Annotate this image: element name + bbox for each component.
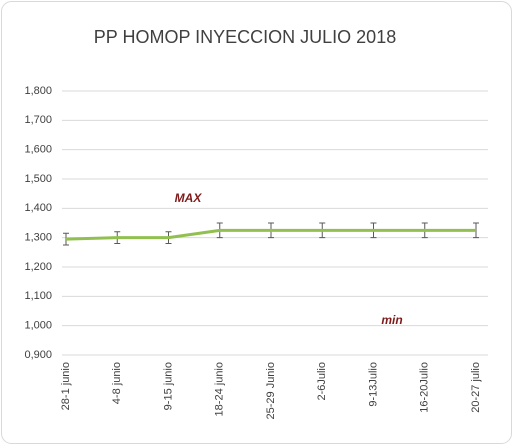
- annotation: MAX: [175, 191, 203, 205]
- x-tick-label: 9-15 junio: [162, 362, 174, 410]
- y-tick-label: 1,600: [24, 144, 52, 156]
- x-tick-label: 2-6Julio: [316, 362, 328, 401]
- x-tick-label: 25-29 Junio: [265, 362, 277, 420]
- chart-title: PP HOMOP INYECCION JULIO 2018: [94, 27, 396, 47]
- error-bar: [63, 232, 69, 246]
- y-tick-label: 1,800: [24, 85, 52, 97]
- x-tick-label: 28-1 junio: [60, 362, 72, 410]
- y-tick-label: 1,100: [24, 290, 52, 302]
- x-tick-label: 18-24 junio: [214, 362, 226, 416]
- x-tick-label: 4-8 junio: [111, 362, 123, 404]
- y-tick-label: 1,200: [24, 261, 52, 273]
- x-tick-label: 16-20Julio: [419, 362, 431, 413]
- y-tick-label: 1,000: [24, 320, 52, 332]
- y-tick-label: 1,700: [24, 114, 52, 126]
- annotation: min: [381, 313, 402, 327]
- line-series: [65, 228, 476, 241]
- x-tick-label: 20-27 julio: [470, 362, 482, 413]
- y-tick-label: 1,400: [24, 202, 52, 214]
- y-tick-label: 0,900: [24, 349, 52, 361]
- x-tick-label: 9-13Julio: [367, 362, 379, 407]
- y-tick-label: 1,300: [24, 232, 52, 244]
- y-tick-label: 1,500: [24, 173, 52, 185]
